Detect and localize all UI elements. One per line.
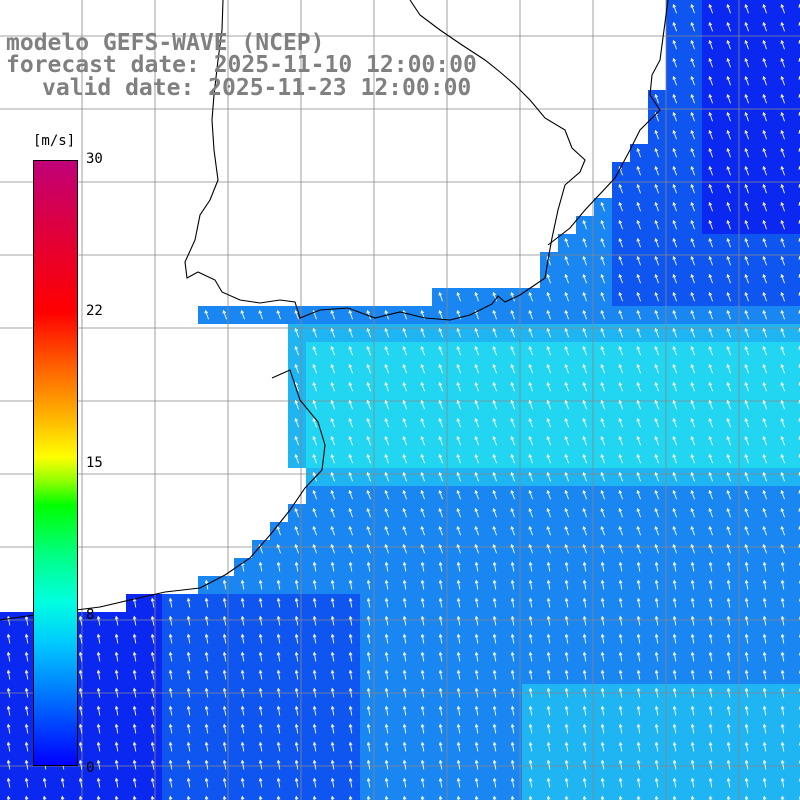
- coastline-north: [547, 0, 669, 246]
- coastline: [184, 0, 586, 321]
- colorbar-tick-0: 0: [86, 760, 95, 776]
- coastline-south: [0, 369, 326, 621]
- colorbar-tick-15: 15: [86, 455, 103, 471]
- title-valid-date: valid date: 2025-11-23 12:00:00: [42, 75, 472, 101]
- colorbar-tick-22: 22: [86, 303, 103, 319]
- colorbar-unit: [m/s]: [33, 133, 76, 149]
- title-model: modelo GEFS-WAVE (NCEP): [6, 30, 325, 56]
- colorbar-tick-8: 8: [86, 607, 95, 623]
- title-forecast-date: forecast date: 2025-11-10 12:00:00: [6, 52, 477, 78]
- colorbar: [33, 160, 78, 766]
- colorbar-tick-30: 30: [86, 151, 103, 167]
- wind-vectors: [6, 3, 800, 800]
